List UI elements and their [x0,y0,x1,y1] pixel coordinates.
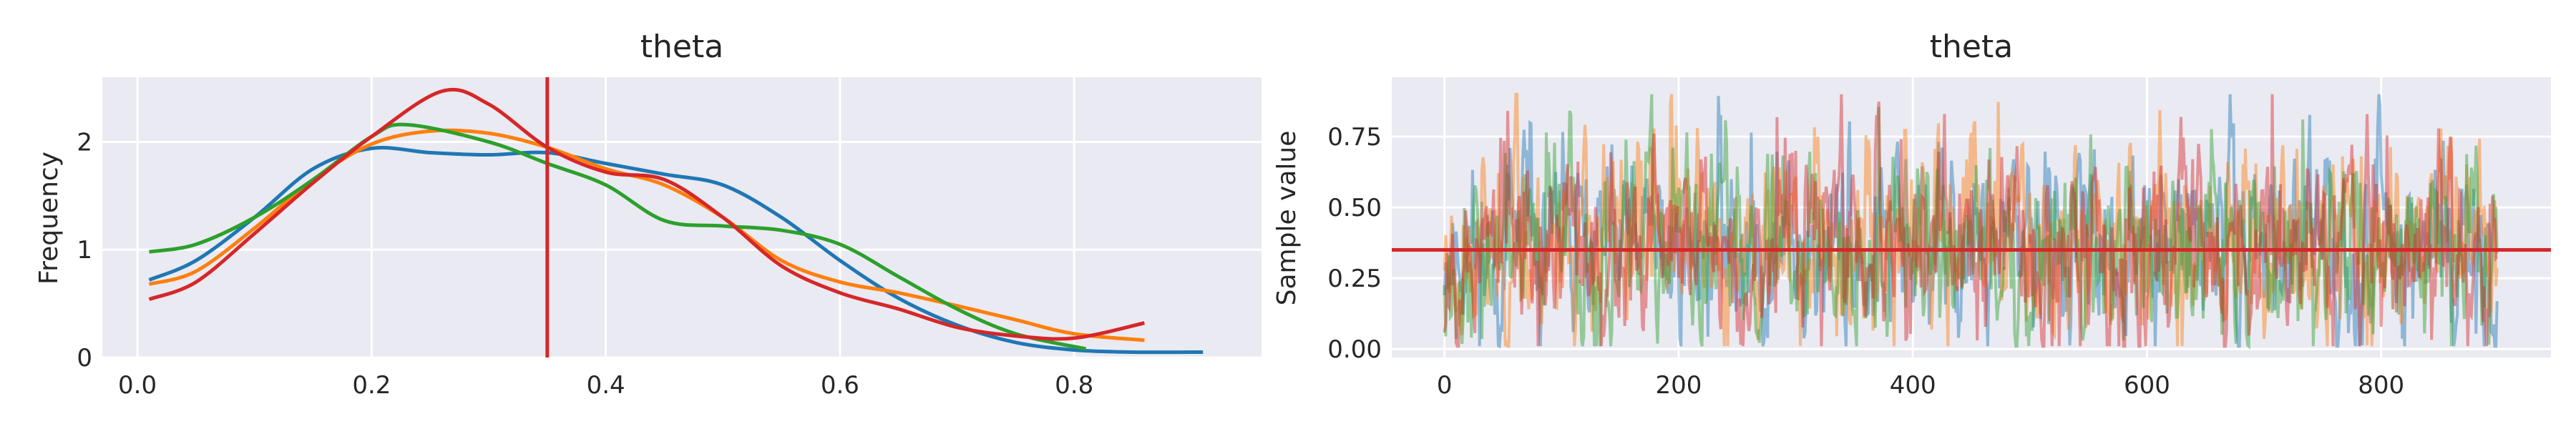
kde-series-group [148,87,1204,355]
kde-x-tick-label: 0.4 [587,371,625,400]
kde-y-tick-labels: 0 1 2 [77,128,92,373]
kde-x-tick-label: 0.0 [118,371,157,400]
kde-panel: theta 0.0 0.2 0.4 0.6 0.8 0 1 2 Frequency [34,29,1262,400]
trace-x-tick-label: 200 [1655,371,1702,400]
kde-x-tick-label: 0.2 [352,371,391,400]
kde-title: theta [640,29,723,65]
kde-series-line-4 [148,87,1145,341]
trace-y-tick-label: 0.50 [1327,194,1382,222]
kde-x-tick-labels: 0.0 0.2 0.4 0.6 0.8 [118,371,1093,400]
kde-y-axis-label: Frequency [34,152,64,285]
kde-y-tick-label: 0 [77,344,92,373]
trace-y-axis-label: Sample value [1272,131,1302,306]
kde-series-line-1 [148,146,1204,355]
kde-gridlines [102,77,1262,359]
kde-series-line-3 [149,122,1087,351]
kde-plot-area [102,77,1262,358]
trace-gridlines [1392,77,2551,358]
trace-y-tick-label: 0.75 [1327,123,1382,152]
trace-series-line-4 [1443,94,2499,348]
trace-x-tick-label: 600 [2124,371,2170,400]
kde-y-tick-label: 1 [77,236,92,265]
trace-x-tick-label: 400 [1890,371,1936,400]
trace-x-tick-label: 800 [2358,371,2404,400]
trace-series-line-1 [1443,94,2499,349]
trace-title: theta [1930,29,2013,65]
kde-y-tick-label: 2 [77,128,92,157]
trace-x-tick-labels: 0 200 400 600 800 [1437,371,2404,400]
trace-x-tick-label: 0 [1437,371,1453,400]
trace-plot-area [1392,77,2551,358]
trace-y-tick-labels: 0.00 0.25 0.50 0.75 [1327,123,1382,364]
trace-y-tick-label: 0.25 [1327,265,1382,293]
kde-x-tick-label: 0.6 [821,371,859,400]
kde-x-tick-label: 0.8 [1055,371,1093,400]
trace-panel: theta 0 200 400 600 800 0.00 0.25 0.50 0.75 Sam… [1272,29,2551,400]
trace-y-tick-label: 0.00 [1327,335,1382,364]
trace-series-line-2 [1443,92,2499,348]
